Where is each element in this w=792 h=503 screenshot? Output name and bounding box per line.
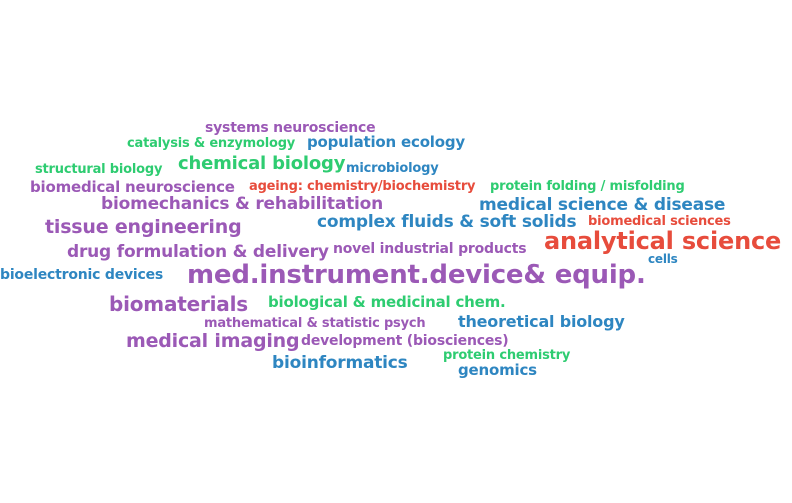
- word-cells: cells: [648, 252, 678, 266]
- word-chemical-biology: chemical biology: [178, 153, 346, 174]
- word-biomechanics-rehabilitation: biomechanics & rehabilitation: [101, 194, 384, 214]
- word-microbiology: microbiology: [346, 161, 439, 176]
- word-mathematical-statistic-psych: mathematical & statistic psych: [204, 316, 426, 331]
- word-complex-fluids: complex fluids & soft solids: [317, 212, 577, 232]
- word-biomaterials: biomaterials: [109, 292, 248, 316]
- word-biomedical-neuroscience: biomedical neuroscience: [30, 178, 235, 196]
- word-structural-biology: structural biology: [35, 162, 163, 177]
- word-biomedical-sciences: biomedical sciences: [588, 214, 731, 229]
- word-genomics: genomics: [458, 361, 537, 379]
- word-systems-neuroscience: systems neuroscience: [205, 120, 376, 136]
- word-analytical-science: analytical science: [544, 227, 782, 255]
- word-ageing-chemistry: ageing: chemistry/biochemistry: [249, 179, 476, 194]
- word-tissue-engineering: tissue engineering: [45, 216, 242, 238]
- word-development-biosciences: development (biosciences): [301, 333, 509, 349]
- word-biological-medicinal-chem: biological & medicinal chem.: [268, 293, 506, 311]
- word-med-instrument: med.instrument.device& equip.: [187, 260, 646, 290]
- word-population-ecology: population ecology: [307, 133, 465, 151]
- word-bioinformatics: bioinformatics: [272, 353, 408, 373]
- word-catalysis-enzymology: catalysis & enzymology: [127, 136, 296, 151]
- word-medical-science-disease: medical science & disease: [479, 195, 726, 215]
- word-protein-folding: protein folding / misfolding: [490, 179, 685, 194]
- word-medical-imaging: medical imaging: [126, 330, 300, 352]
- word-bioelectronic-devices: bioelectronic devices: [0, 267, 164, 283]
- word-protein-chemistry: protein chemistry: [443, 348, 571, 363]
- word-novel-industrial-products: novel industrial products: [333, 241, 527, 257]
- word-theoretical-biology: theoretical biology: [458, 312, 625, 331]
- word-drug-formulation: drug formulation & delivery: [67, 242, 329, 262]
